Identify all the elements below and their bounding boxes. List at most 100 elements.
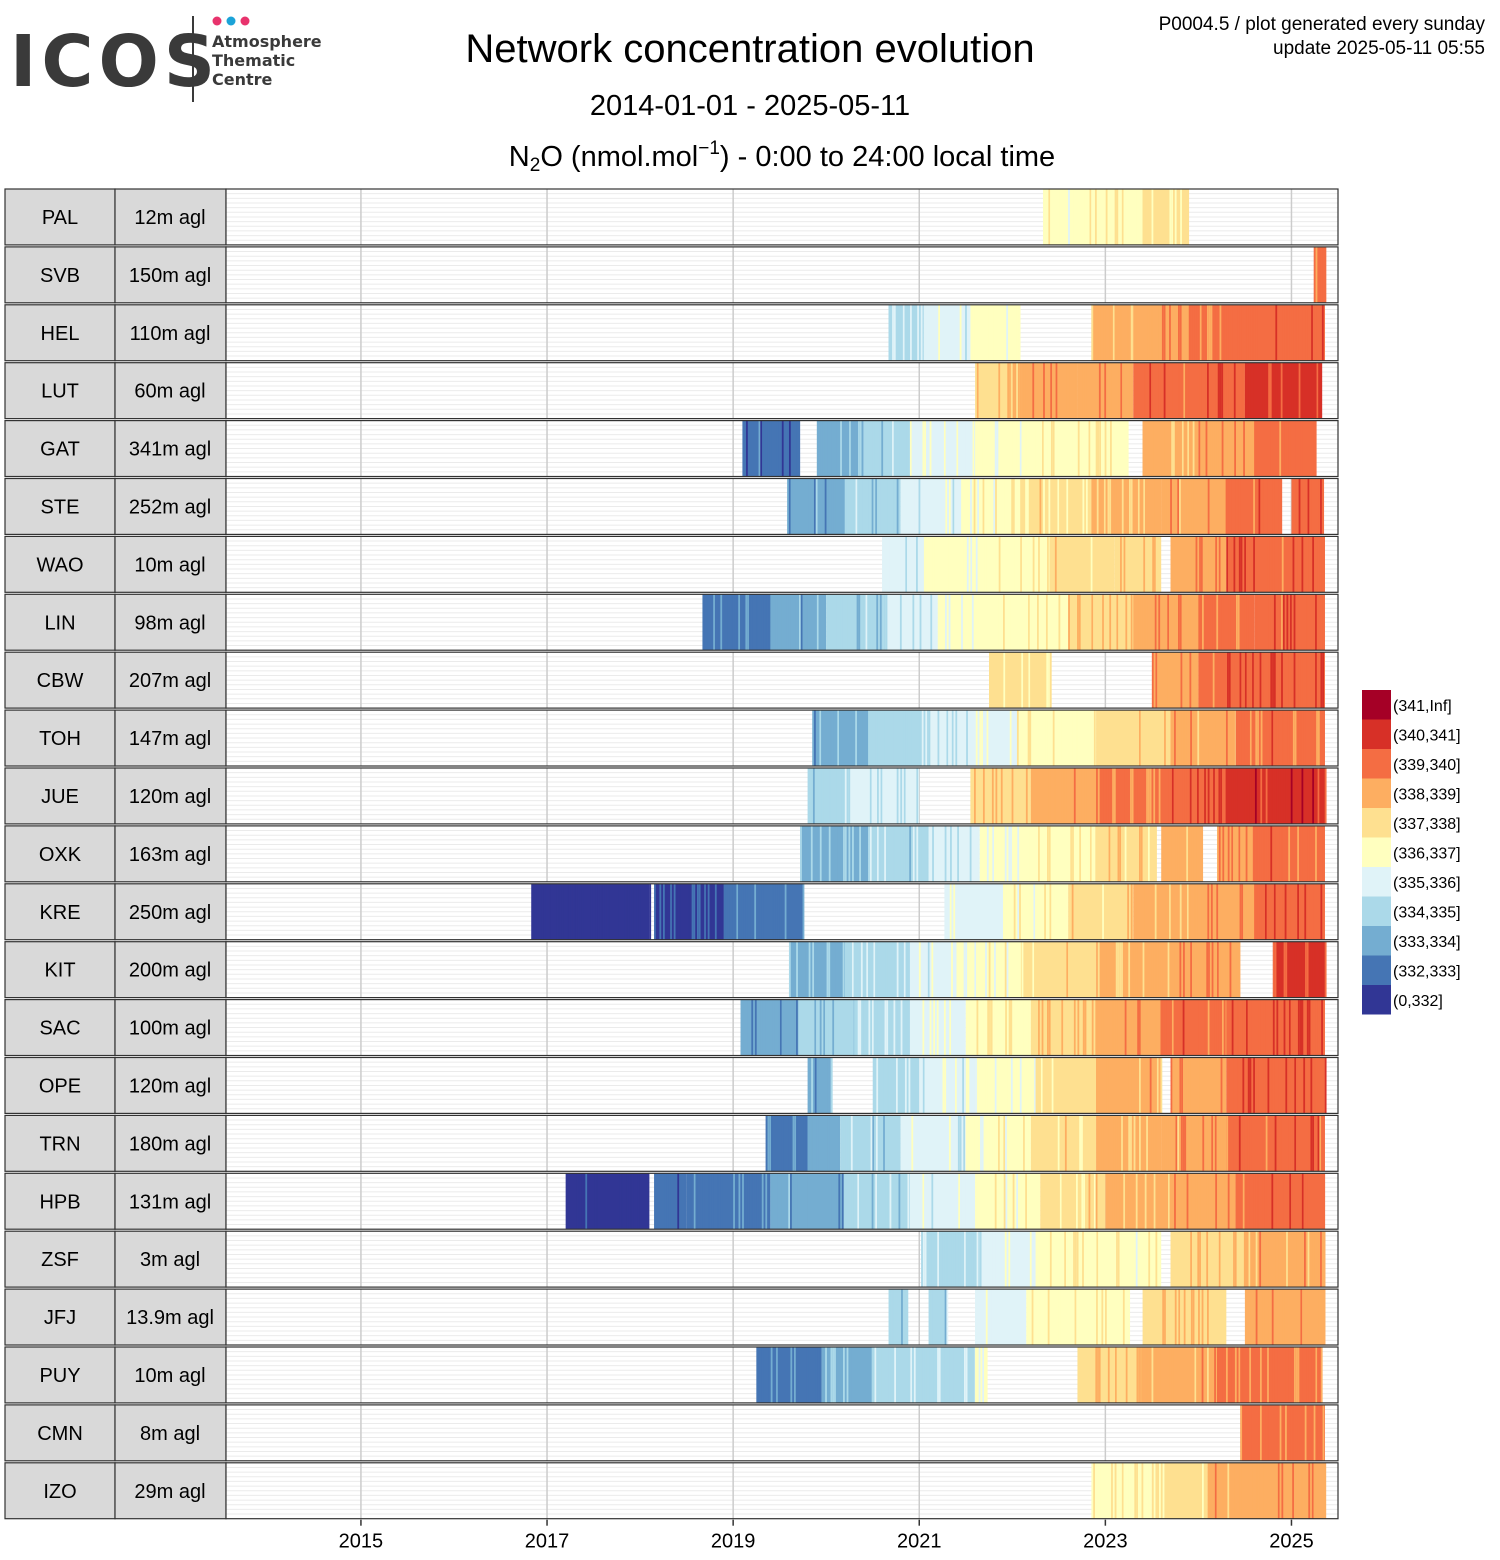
logo-wordmark: ICOS: [10, 20, 220, 103]
weekly-stripe: [872, 999, 874, 1056]
weekly-stripe: [971, 883, 974, 940]
weekly-stripe: [1139, 1462, 1142, 1519]
weekly-stripe: [902, 941, 904, 998]
weekly-stripe: [980, 420, 983, 477]
weekly-stripe: [821, 478, 823, 535]
weekly-stripe: [1235, 594, 1238, 651]
weekly-stripe: [1238, 478, 1241, 535]
weekly-stripe: [835, 710, 838, 766]
weekly-stripe: [880, 768, 883, 824]
weekly-stripe: [751, 999, 754, 1056]
station-code-box: [4, 1346, 116, 1404]
weekly-stripe: [913, 478, 915, 535]
weekly-stripe: [985, 1231, 987, 1288]
weekly-stripe: [947, 1347, 950, 1403]
weekly-stripe: [1182, 1115, 1185, 1172]
weekly-stripe: [1259, 883, 1262, 940]
weekly-stripe: [904, 304, 907, 361]
data-segment: [1030, 768, 1098, 824]
weekly-stripe: [1023, 999, 1025, 1056]
weekly-stripe: [1019, 362, 1022, 419]
weekly-stripe: [1250, 1462, 1253, 1519]
weekly-stripe: [1282, 710, 1284, 766]
weekly-stripe: [1024, 652, 1027, 709]
weekly-stripe: [915, 941, 918, 998]
weekly-stripe: [1313, 1462, 1316, 1519]
station-code-label: WAO: [36, 554, 83, 576]
weekly-stripe: [1047, 825, 1049, 882]
weekly-stripe: [671, 883, 674, 940]
weekly-stripe: [836, 1115, 839, 1172]
weekly-stripe: [1300, 825, 1303, 882]
legend-swatch: [1362, 719, 1391, 749]
weekly-stripe: [888, 304, 891, 361]
weekly-stripe: [850, 420, 853, 477]
weekly-stripe: [1199, 1231, 1201, 1288]
weekly-stripe: [1269, 710, 1272, 766]
weekly-stripe: [1076, 420, 1078, 477]
weekly-stripe: [891, 999, 894, 1056]
weekly-stripe: [1006, 304, 1009, 361]
data-segment-fill: [979, 1231, 1036, 1288]
weekly-stripe: [1121, 478, 1124, 535]
weekly-stripe: [1281, 652, 1283, 709]
weekly-stripe: [1271, 1231, 1274, 1288]
weekly-stripe: [1207, 362, 1209, 419]
weekly-stripe: [1155, 1347, 1157, 1403]
legend-label: (334,335]: [1393, 904, 1461, 921]
weekly-stripe: [984, 1173, 986, 1230]
weekly-stripe: [898, 825, 901, 882]
weekly-stripe: [1082, 362, 1085, 419]
weekly-stripe: [998, 1289, 1001, 1345]
station-row-pal: PAL 12m agl: [4, 188, 1339, 246]
weekly-stripe: [1161, 999, 1163, 1056]
weekly-stripe: [1268, 1289, 1270, 1345]
weekly-stripe: [1110, 420, 1112, 477]
weekly-stripe: [961, 1115, 964, 1172]
weekly-stripe: [1179, 825, 1181, 882]
logo-dot-2: [226, 16, 236, 26]
weekly-stripe: [1042, 1289, 1045, 1345]
weekly-stripe: [1230, 304, 1233, 361]
weekly-stripe: [834, 768, 837, 824]
weekly-stripe: [1077, 478, 1079, 535]
weekly-stripe: [1186, 1173, 1189, 1230]
weekly-stripe: [758, 420, 761, 477]
weekly-stripe: [1151, 189, 1154, 245]
weekly-stripe: [982, 478, 985, 535]
weekly-stripe: [1042, 594, 1045, 651]
weekly-stripe: [942, 999, 944, 1056]
weekly-stripe: [1296, 362, 1299, 419]
weekly-stripe: [1262, 1173, 1265, 1230]
weekly-stripe: [1151, 941, 1154, 998]
weekly-stripe: [811, 768, 813, 824]
weekly-stripe: [908, 536, 911, 593]
weekly-stripe: [979, 710, 982, 766]
weekly-stripe: [1218, 768, 1221, 824]
data-segment: [742, 420, 801, 477]
weekly-stripe: [781, 420, 784, 477]
weekly-stripe: [1174, 1289, 1177, 1345]
weekly-stripe: [1277, 1231, 1279, 1288]
weekly-stripe: [986, 304, 989, 361]
weekly-stripe: [1301, 536, 1304, 593]
weekly-stripe: [892, 420, 894, 477]
weekly-stripe: [841, 1115, 844, 1172]
weekly-stripe: [1013, 536, 1015, 593]
weekly-stripe: [974, 941, 977, 998]
station-row-puy: PUY 10m agl: [4, 1346, 1339, 1404]
weekly-stripe: [1065, 1231, 1068, 1288]
weekly-stripe: [1168, 478, 1171, 535]
weekly-stripe: [1088, 1115, 1090, 1172]
weekly-stripe: [1227, 652, 1229, 709]
station-height-label: 29m agl: [134, 1481, 205, 1503]
weekly-stripe: [1147, 768, 1150, 824]
weekly-stripe: [1155, 1231, 1158, 1288]
weekly-stripe: [1032, 362, 1035, 419]
weekly-stripe: [1047, 1173, 1050, 1230]
station-height-label: 150m agl: [129, 265, 211, 287]
weekly-stripe: [1156, 594, 1159, 651]
weekly-stripe: [541, 883, 544, 940]
weekly-stripe: [938, 1173, 941, 1230]
weekly-stripe: [1205, 420, 1208, 477]
